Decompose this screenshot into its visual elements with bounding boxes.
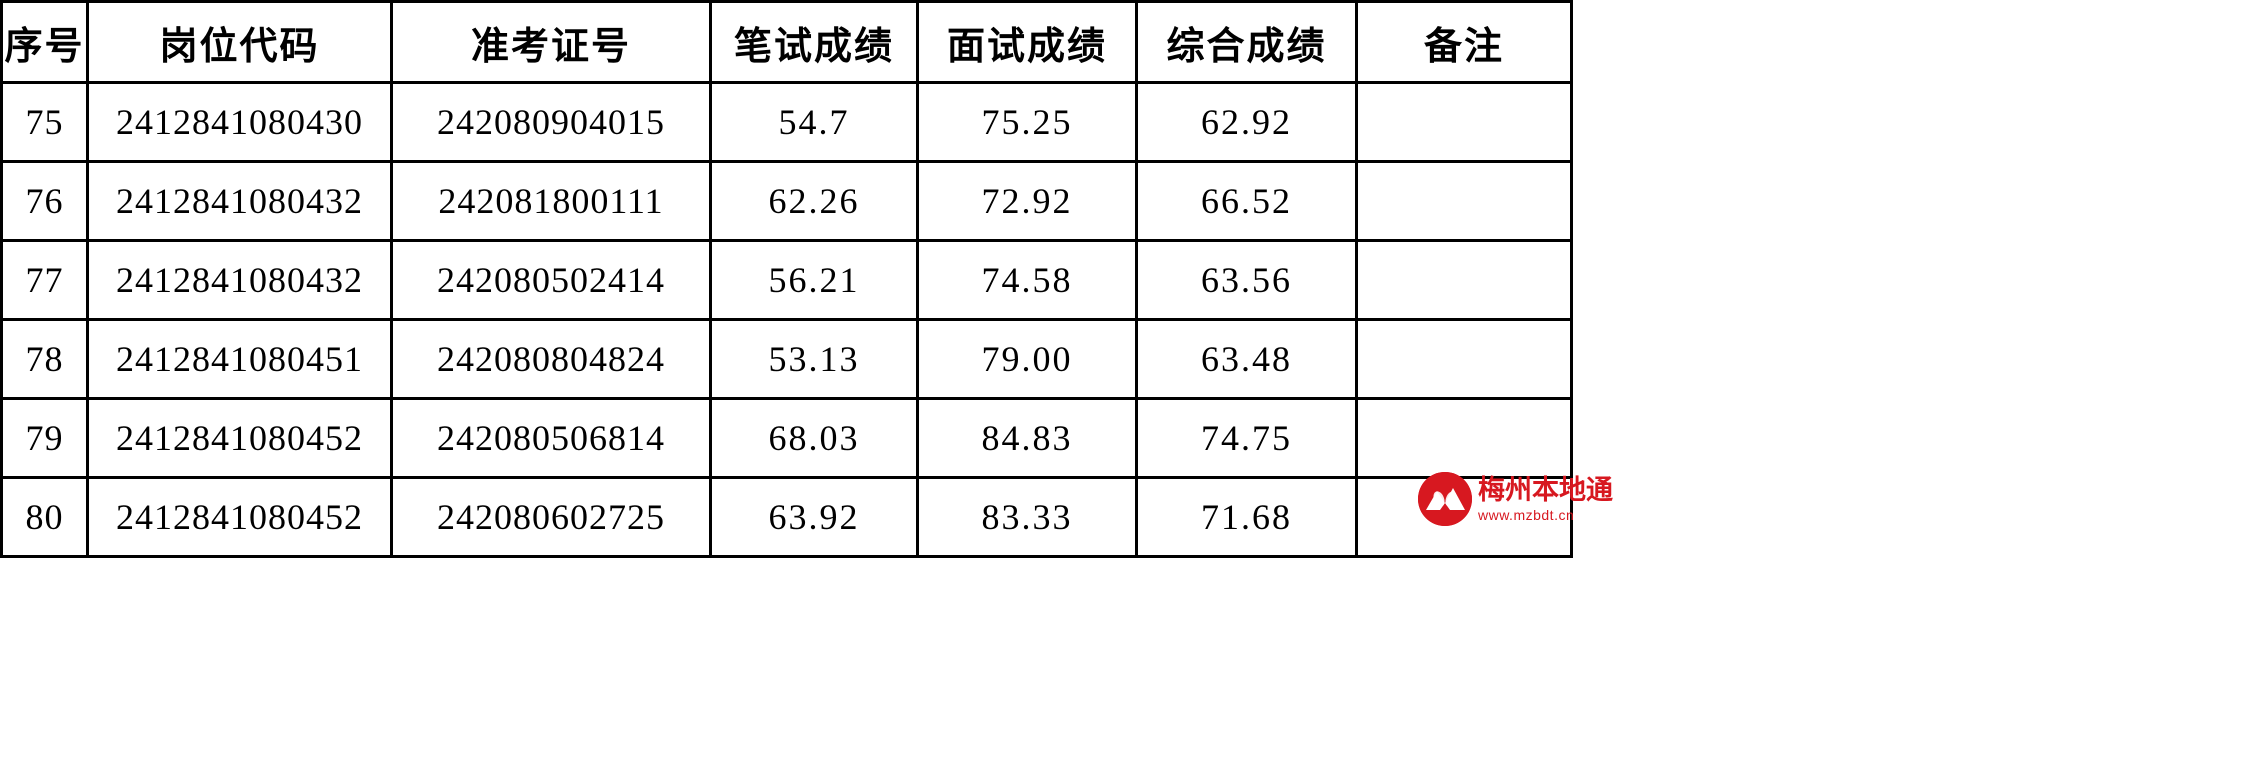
table-row: 79 2412841080452 242080506814 68.03 84.8… <box>0 397 1573 479</box>
cell-seq: 75 <box>0 81 89 163</box>
cell-seq: 79 <box>0 397 89 479</box>
header-row: 序号 岗位代码 准考证号 笔试成绩 面试成绩 综合成绩 备注 <box>0 0 1573 84</box>
cell-total: 74.75 <box>1135 397 1358 479</box>
cell-total: 71.68 <box>1135 476 1358 558</box>
cell-written: 68.03 <box>709 397 919 479</box>
column-header-total: 综合成绩 <box>1135 0 1358 84</box>
cell-admit: 242080904015 <box>390 81 712 163</box>
cell-inter: 83.33 <box>916 476 1138 558</box>
cell-seq: 77 <box>0 239 89 321</box>
cell-total: 66.52 <box>1135 160 1358 242</box>
column-header-remark: 备注 <box>1355 0 1573 84</box>
cell-admit: 242080506814 <box>390 397 712 479</box>
exam-score-table: 序号 岗位代码 准考证号 笔试成绩 面试成绩 综合成绩 备注 75 241284… <box>0 0 1573 558</box>
table-body: 75 2412841080430 242080904015 54.7 75.25… <box>0 81 1573 558</box>
table-row: 77 2412841080432 242080502414 56.21 74.5… <box>0 239 1573 321</box>
table-row: 78 2412841080451 242080804824 53.13 79.0… <box>0 318 1573 400</box>
cell-inter: 72.92 <box>916 160 1138 242</box>
cell-remark <box>1355 476 1573 558</box>
cell-written: 56.21 <box>709 239 919 321</box>
cell-admit: 242080502414 <box>390 239 712 321</box>
cell-total: 63.56 <box>1135 239 1358 321</box>
cell-admit: 242081800111 <box>390 160 712 242</box>
cell-post: 2412841080451 <box>86 318 393 400</box>
table-header: 序号 岗位代码 准考证号 笔试成绩 面试成绩 综合成绩 备注 <box>0 0 1573 84</box>
cell-written: 53.13 <box>709 318 919 400</box>
cell-post: 2412841080432 <box>86 160 393 242</box>
cell-total: 63.48 <box>1135 318 1358 400</box>
cell-remark <box>1355 239 1573 321</box>
cell-remark <box>1355 397 1573 479</box>
cell-post: 2412841080432 <box>86 239 393 321</box>
column-header-inter: 面试成绩 <box>916 0 1138 84</box>
table-row: 75 2412841080430 242080904015 54.7 75.25… <box>0 81 1573 163</box>
cell-seq: 80 <box>0 476 89 558</box>
cell-post: 2412841080430 <box>86 81 393 163</box>
cell-remark <box>1355 81 1573 163</box>
column-header-seq: 序号 <box>0 0 89 84</box>
cell-inter: 74.58 <box>916 239 1138 321</box>
cell-inter: 84.83 <box>916 397 1138 479</box>
cell-written: 62.26 <box>709 160 919 242</box>
cell-total: 62.92 <box>1135 81 1358 163</box>
cell-seq: 78 <box>0 318 89 400</box>
cell-post: 2412841080452 <box>86 476 393 558</box>
cell-admit: 242080804824 <box>390 318 712 400</box>
column-header-admit: 准考证号 <box>390 0 712 84</box>
cell-remark <box>1355 318 1573 400</box>
column-header-post: 岗位代码 <box>86 0 393 84</box>
table-row: 80 2412841080452 242080602725 63.92 83.3… <box>0 476 1573 558</box>
cell-remark <box>1355 160 1573 242</box>
cell-post: 2412841080452 <box>86 397 393 479</box>
cell-written: 63.92 <box>709 476 919 558</box>
cell-inter: 79.00 <box>916 318 1138 400</box>
table-row: 76 2412841080432 242081800111 62.26 72.9… <box>0 160 1573 242</box>
cell-seq: 76 <box>0 160 89 242</box>
cell-inter: 75.25 <box>916 81 1138 163</box>
column-header-written: 笔试成绩 <box>709 0 919 84</box>
cell-written: 54.7 <box>709 81 919 163</box>
cell-admit: 242080602725 <box>390 476 712 558</box>
